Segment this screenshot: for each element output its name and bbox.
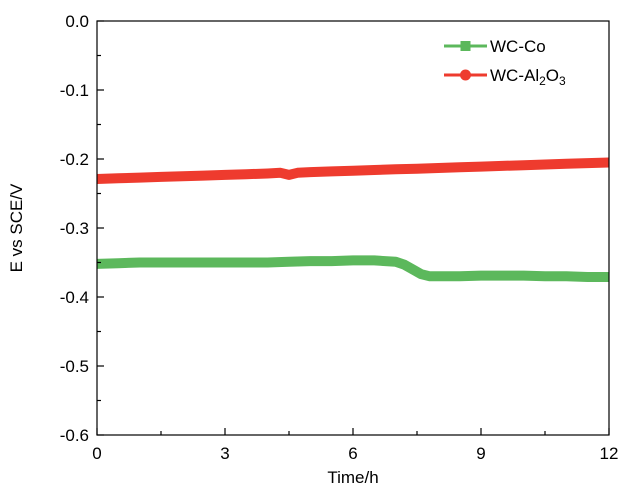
- series-line-1: [97, 163, 609, 180]
- x-tick-label: 6: [348, 444, 357, 463]
- legend-text-part: 3: [559, 74, 566, 88]
- x-tick-label: 9: [476, 444, 485, 463]
- x-axis-label: Time/h: [327, 468, 378, 487]
- legend-label-1: WC-Al2O3: [490, 66, 566, 88]
- series-line-0: [97, 260, 609, 277]
- y-tick-label: -0.1: [60, 81, 89, 100]
- y-tick-label: 0.0: [65, 12, 89, 31]
- x-tick-label: 0: [92, 444, 101, 463]
- legend-text-part: WC-Co: [490, 37, 546, 56]
- plot-lines: [97, 163, 609, 278]
- x-tick-label: 3: [220, 444, 229, 463]
- legend: WC-Co WC-Al2O3: [444, 37, 566, 88]
- y-tick-label: -0.2: [60, 150, 89, 169]
- legend-marker-circle: [460, 70, 471, 81]
- y-tick-label: -0.5: [60, 357, 89, 376]
- legend-label-0: WC-Co: [490, 37, 546, 56]
- x-tick-label: 12: [600, 444, 618, 463]
- legend-text-part: WC-Al: [490, 66, 539, 85]
- y-axis-label: E vs SCE/V: [7, 183, 26, 272]
- y-tick-label: -0.3: [60, 219, 89, 238]
- y-tick-label: -0.6: [60, 426, 89, 445]
- legend-marker-square: [461, 41, 471, 51]
- legend-text-part: O: [546, 66, 559, 85]
- y-tick-label: -0.4: [60, 288, 89, 307]
